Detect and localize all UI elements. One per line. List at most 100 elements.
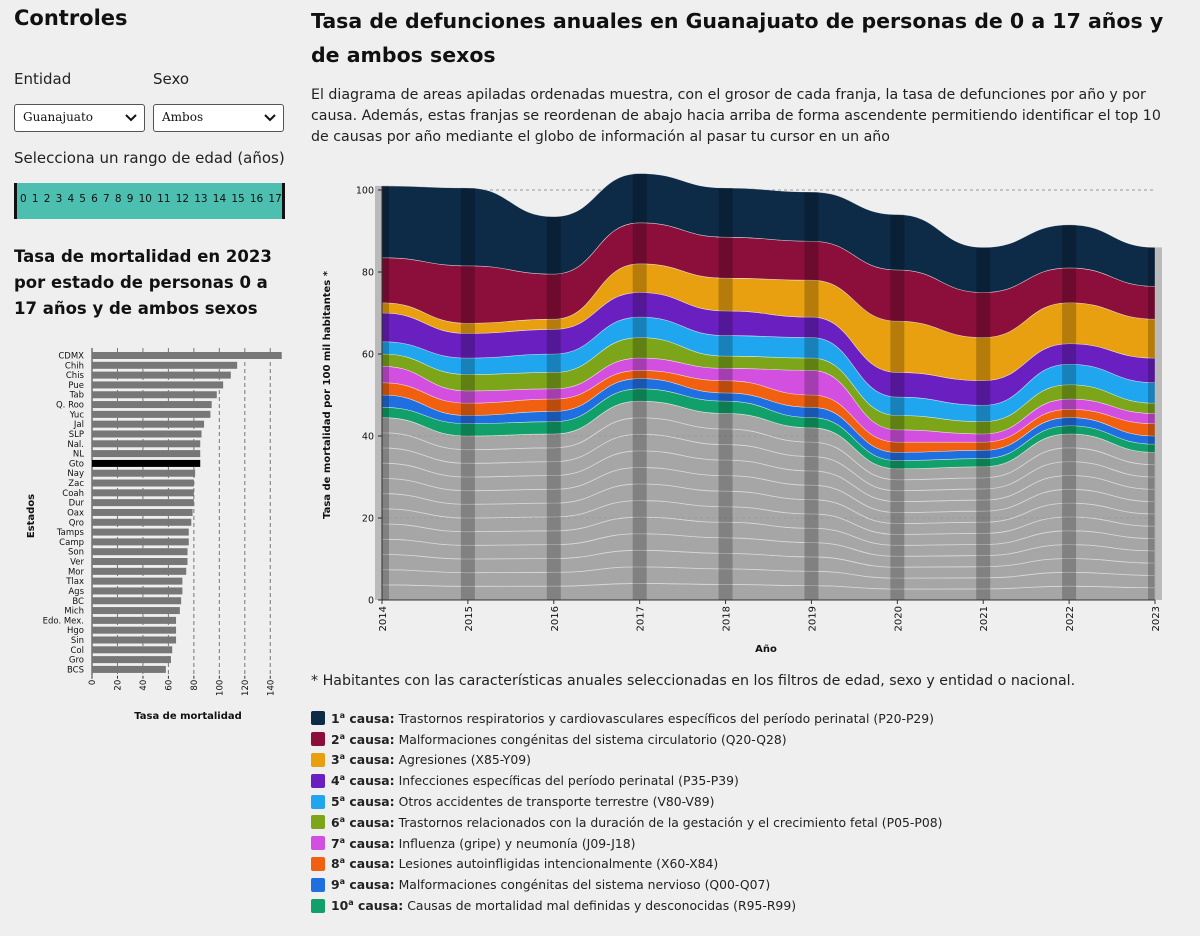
state-bar-NL[interactable] xyxy=(92,450,201,458)
state-label-Q. Roo: Q. Roo xyxy=(56,401,84,411)
legend-rank: 4a causa: xyxy=(331,773,395,789)
state-bar-Zac[interactable] xyxy=(92,479,194,487)
legend-label: Otros accidentes de transporte terrestre… xyxy=(398,794,715,810)
state-bar-BC[interactable] xyxy=(92,597,182,605)
area-bands xyxy=(381,173,1156,601)
state-bar-Col[interactable] xyxy=(92,646,173,654)
bar-x-tick-label-80: 80 xyxy=(190,680,200,691)
year-column-2021[interactable] xyxy=(976,247,991,600)
legend-rank-number: 8 xyxy=(331,856,340,872)
legend-rank-number: 10 xyxy=(331,898,349,914)
state-bar-Chis[interactable] xyxy=(92,371,231,379)
state-bar-Tab[interactable] xyxy=(92,391,217,399)
state-label-Jal: Jal xyxy=(73,420,84,430)
state-bar-Gto[interactable] xyxy=(92,459,201,467)
state-label-Coah: Coah xyxy=(62,489,84,499)
legend-label: Malformaciones congénitas del sistema ci… xyxy=(398,731,787,747)
range-handle-min[interactable] xyxy=(14,183,17,219)
legend-swatch xyxy=(311,815,325,830)
stacked-area-chart[interactable]: 0 20 40 60 80 100 2014 2015 2016 2017 2018 2019 2020… xyxy=(300,170,1200,660)
age-tick-9: 9 xyxy=(126,193,134,205)
state-label-CDMX: CDMX xyxy=(58,352,84,362)
legend-swatch xyxy=(311,752,325,767)
state-bar-Edo. Mex.[interactable] xyxy=(92,616,177,624)
state-bar-Ver[interactable] xyxy=(92,558,188,566)
state-bar-BCS[interactable] xyxy=(92,665,166,673)
legend-rank-word: causa: xyxy=(349,710,395,726)
legend-rank: 3a causa: xyxy=(331,752,395,768)
state-bar-Tamps[interactable] xyxy=(92,528,189,536)
legend-rank: 5a causa: xyxy=(331,794,395,810)
year-column-2020[interactable] xyxy=(890,214,905,600)
entity-select[interactable]: Guanajuato xyxy=(14,104,145,132)
state-bar-CDMX[interactable] xyxy=(92,352,282,359)
area-x-tick-label-2017: 2017 xyxy=(636,606,647,631)
state-bar-Nal.[interactable] xyxy=(92,440,201,448)
legend-label: Agresiones (X85-Y09) xyxy=(398,752,531,768)
sex-select[interactable]: Ambos xyxy=(153,104,284,132)
state-bar-Jal[interactable] xyxy=(92,420,205,428)
state-bar-Oax[interactable] xyxy=(92,508,193,516)
area-x-tick-label-2016: 2016 xyxy=(550,606,561,631)
year-column-2023[interactable] xyxy=(1148,247,1162,600)
state-bar-Nay[interactable] xyxy=(92,469,196,477)
state-bar-Chih[interactable] xyxy=(92,361,238,369)
area-y-tick-label-60: 60 xyxy=(362,350,374,361)
year-column-2017[interactable] xyxy=(632,173,647,600)
footnote: * Habitantes con las características anu… xyxy=(311,673,1076,689)
legend-rank: 2a causa: xyxy=(331,731,395,747)
year-column-2016[interactable] xyxy=(546,216,561,600)
bar-x-tick-label-140: 140 xyxy=(266,680,276,696)
legend-rank-word: causa: xyxy=(349,731,395,747)
age-tick-2: 2 xyxy=(43,193,51,205)
year-column-2018[interactable] xyxy=(718,187,733,600)
age-range-ticks: 0 1 2 3 4 5 6 7 8 9 10 11 12 13 14 15 16 17 xyxy=(20,193,282,205)
state-label-Qro: Qro xyxy=(69,518,84,528)
legend-item-3: 3a causa: Agresiones (X85-Y09) xyxy=(311,750,942,771)
state-bar-Q. Roo[interactable] xyxy=(92,401,212,409)
state-bar-Qro[interactable] xyxy=(92,518,192,526)
legend-label: Trastornos respiratorios y cardiovascula… xyxy=(398,710,935,726)
year-column-2015[interactable] xyxy=(460,187,475,600)
state-label-Zac: Zac xyxy=(68,479,84,489)
legend-swatch xyxy=(311,898,325,913)
legend-label: Influenza (gripe) y neumonía (J09-J18) xyxy=(398,835,636,851)
state-label-Tamps: Tamps xyxy=(56,528,85,538)
year-column-2022[interactable] xyxy=(1062,224,1077,600)
state-bar-Mich[interactable] xyxy=(92,607,180,615)
state-bar-Son[interactable] xyxy=(92,548,188,556)
legend-item-4: 4a causa: Infecciones específicas del per… xyxy=(311,770,942,791)
area-x-tick-label-2023: 2023 xyxy=(1151,606,1162,631)
state-bar-Camp[interactable] xyxy=(92,538,189,546)
state-bar-Dur[interactable] xyxy=(92,499,194,507)
state-bar-Sin[interactable] xyxy=(92,636,177,644)
bar-x-tick-label-100: 100 xyxy=(215,680,225,696)
age-range-slider[interactable]: 0 1 2 3 4 5 6 7 8 9 10 11 12 13 14 15 16 17 xyxy=(14,183,285,219)
state-label-Chih: Chih xyxy=(65,361,84,371)
age-tick-16: 16 xyxy=(249,193,264,205)
legend-label: Infecciones específicas del período peri… xyxy=(398,773,739,789)
state-label-Chis: Chis xyxy=(66,371,85,381)
year-column-2019[interactable] xyxy=(804,192,819,601)
state-bar-Pue[interactable] xyxy=(92,381,224,389)
legend: 1a causa: Trastornos respiratorios y card… xyxy=(311,708,942,916)
cause-band-1[interactable] xyxy=(381,173,1156,293)
state-label-Camp: Camp xyxy=(59,538,84,548)
state-label-Edo. Mex.: Edo. Mex. xyxy=(43,616,84,626)
age-tick-4: 4 xyxy=(67,193,75,205)
state-label-Mor: Mor xyxy=(68,567,85,577)
state-label-Yuc: Yuc xyxy=(69,410,85,420)
state-bar-Yuc[interactable] xyxy=(92,410,211,418)
state-bar-Mor[interactable] xyxy=(92,567,187,575)
state-bar-Gro[interactable] xyxy=(92,656,171,664)
state-bar-SLP[interactable] xyxy=(92,430,202,438)
range-handle-max[interactable] xyxy=(282,183,285,219)
area-x-tick-label-2022: 2022 xyxy=(1065,606,1076,631)
state-bar-Tlax[interactable] xyxy=(92,577,183,585)
legend-rank-word: causa: xyxy=(357,898,404,914)
state-bar-Coah[interactable] xyxy=(92,489,194,497)
state-bar-Hgo[interactable] xyxy=(92,626,177,634)
state-bar-Ags[interactable] xyxy=(92,587,183,595)
bar-x-tick-label-20: 20 xyxy=(113,680,123,691)
state-label-Nal.: Nal. xyxy=(67,440,84,450)
